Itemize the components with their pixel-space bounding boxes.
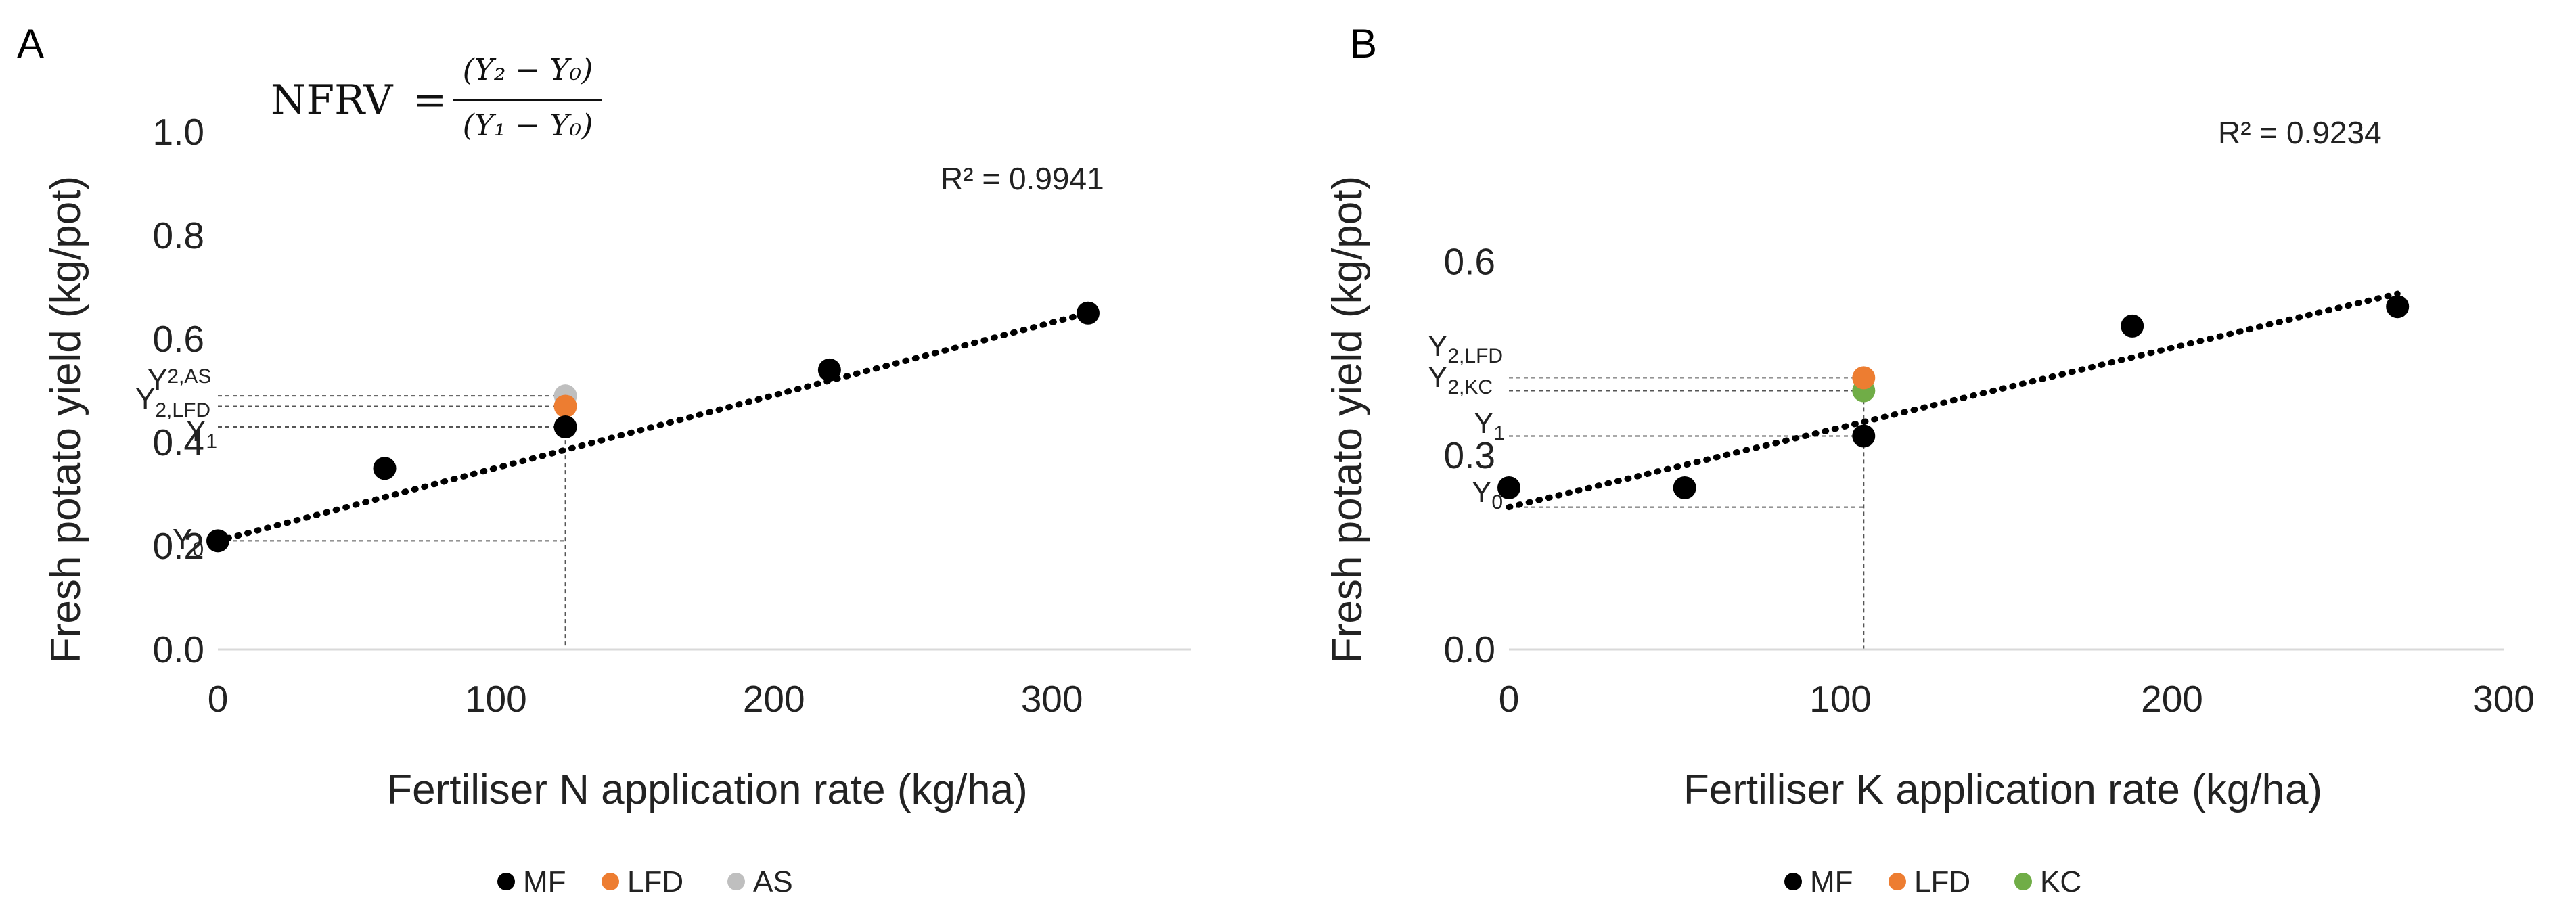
legend-b-mf-marker [1784, 873, 1802, 890]
legend-a-lfd-label: LFD [627, 865, 683, 898]
panel-a-xtick: 200 [743, 678, 805, 720]
panel-a-ytick: 0.0 [153, 629, 204, 670]
panel-a-data-points [206, 301, 1100, 553]
panel-a-y-axis-title: Fresh potato yield (kg/pot) [43, 176, 89, 663]
panel-a-ytick: 0.6 [153, 318, 204, 360]
formula-lhs: NFRV [271, 76, 394, 124]
panel-b-reference-lines [1509, 377, 1865, 649]
panel-a: A NFRV = (Y₂ − Y₀) (Y₁ − Y₀) R² = 0.9941… [17, 21, 1191, 898]
panel-b-ytick: 0.0 [1444, 629, 1495, 670]
panel-b-r-squared: R² = 0.9234 [2218, 115, 2382, 150]
panel-a-point-mf [817, 358, 841, 382]
legend-a-as-marker [727, 873, 745, 890]
panel-b-point-mf [1852, 424, 1876, 448]
panel-a-ytick: 0.4 [153, 421, 204, 463]
formula-denominator: (Y₁ − Y₀) [463, 108, 593, 143]
panel-a-point-mf [206, 529, 229, 553]
panel-b-point-mf [1673, 476, 1696, 499]
panel-b-point-lfd [1852, 366, 1876, 390]
formula-numerator: (Y₂ − Y₀) [463, 53, 593, 87]
panel-b-legend: MF LFD KC [1784, 865, 2081, 898]
panel-a-letter: A [17, 21, 44, 66]
panel-b-ytick: 0.3 [1444, 434, 1495, 476]
panel-b-xtick: 300 [2472, 678, 2535, 720]
panel-a-trendline-line [214, 310, 1091, 544]
panel-b-point-mf [2121, 314, 2144, 338]
panel-a-ytick: 1.0 [153, 111, 204, 153]
annot-y1: Y1 [1474, 407, 1505, 444]
panel-a-legend: MF LFD AS [497, 865, 793, 898]
legend-b-lfd-marker [1889, 873, 1906, 890]
panel-b-letter: B [1350, 21, 1377, 66]
panel-b-xtick: 0 [1499, 678, 1520, 720]
legend-a-mf-label: MF [523, 865, 566, 898]
annot-y2-as: Y2,AS [148, 363, 211, 396]
panel-a-y-annotations: Y2,AS Y2,LFD Y1 Y0 [135, 363, 217, 561]
panel-a-reference-lines [218, 395, 566, 649]
panel-b-data-points [1497, 295, 2410, 499]
legend-b-mf-label: MF [1810, 865, 1853, 898]
panel-b-x-tick-labels: 0 100 200 300 [1499, 678, 2535, 720]
legend-b-kc-marker [2014, 873, 2032, 890]
panel-a-point-mf [553, 415, 577, 439]
annot-y0: Y0 [173, 523, 204, 561]
panel-b-point-mf [1497, 476, 1520, 499]
formula-equals: = [413, 76, 447, 124]
panel-b-y-annotations: Y2,LFD Y2,KC Y1 Y0 [1428, 329, 1505, 514]
legend-b-lfd-label: LFD [1914, 865, 1970, 898]
nfrv-formula: NFRV = (Y₂ − Y₀) (Y₁ − Y₀) [271, 53, 602, 143]
panel-b-y-axis-title: Fresh potato yield (kg/pot) [1324, 176, 1371, 663]
annot-y1: Y1 [186, 415, 217, 453]
annot-y0: Y0 [1472, 476, 1503, 514]
panel-b-ytick: 0.6 [1444, 240, 1495, 282]
panel-b: B R² = 0.9234 0.0 0.3 0.6 0 100 200 300 … [1324, 21, 2535, 898]
legend-a-as-label: AS [753, 865, 793, 898]
panel-b-y-tick-labels: 0.0 0.3 0.6 [1444, 240, 1495, 670]
panel-a-point-lfd [553, 394, 577, 418]
legend-a-mf-marker [497, 873, 515, 890]
legend-a-lfd-marker [602, 873, 619, 890]
panel-b-xtick: 200 [2141, 678, 2203, 720]
panel-a-xtick: 300 [1021, 678, 1083, 720]
panel-a-ytick: 0.8 [153, 214, 204, 256]
annot-y2-kc: Y2,KC [1428, 361, 1493, 398]
panel-a-trendline [214, 310, 1091, 544]
panel-a-xtick: 0 [208, 678, 229, 720]
panel-a-xtick: 100 [465, 678, 527, 720]
annot-y2-lfd: Y2,LFD [135, 382, 210, 421]
panel-b-trendline [1506, 290, 2401, 511]
annot-y2-lfd: Y2,LFD [1428, 329, 1503, 367]
panel-b-xtick: 100 [1809, 678, 1872, 720]
panel-a-ytick: 0.2 [153, 525, 204, 567]
panel-a-x-tick-labels: 0 100 200 300 [208, 678, 1083, 720]
panel-b-x-axis-title: Fertiliser K application rate (kg/ha) [1684, 767, 2322, 813]
panel-a-point-mf [373, 457, 397, 480]
panel-a-x-axis-title: Fertiliser N application rate (kg/ha) [386, 767, 1028, 813]
panel-a-y-tick-labels: 0.0 0.2 0.4 0.6 0.8 1.0 [153, 111, 204, 670]
panel-a-r-squared: R² = 0.9941 [941, 161, 1104, 196]
panel-b-point-mf [2386, 295, 2410, 319]
panel-a-point-mf [1076, 301, 1100, 325]
legend-b-kc-label: KC [2040, 865, 2081, 898]
panel-b-trendline-line [1506, 290, 2401, 511]
